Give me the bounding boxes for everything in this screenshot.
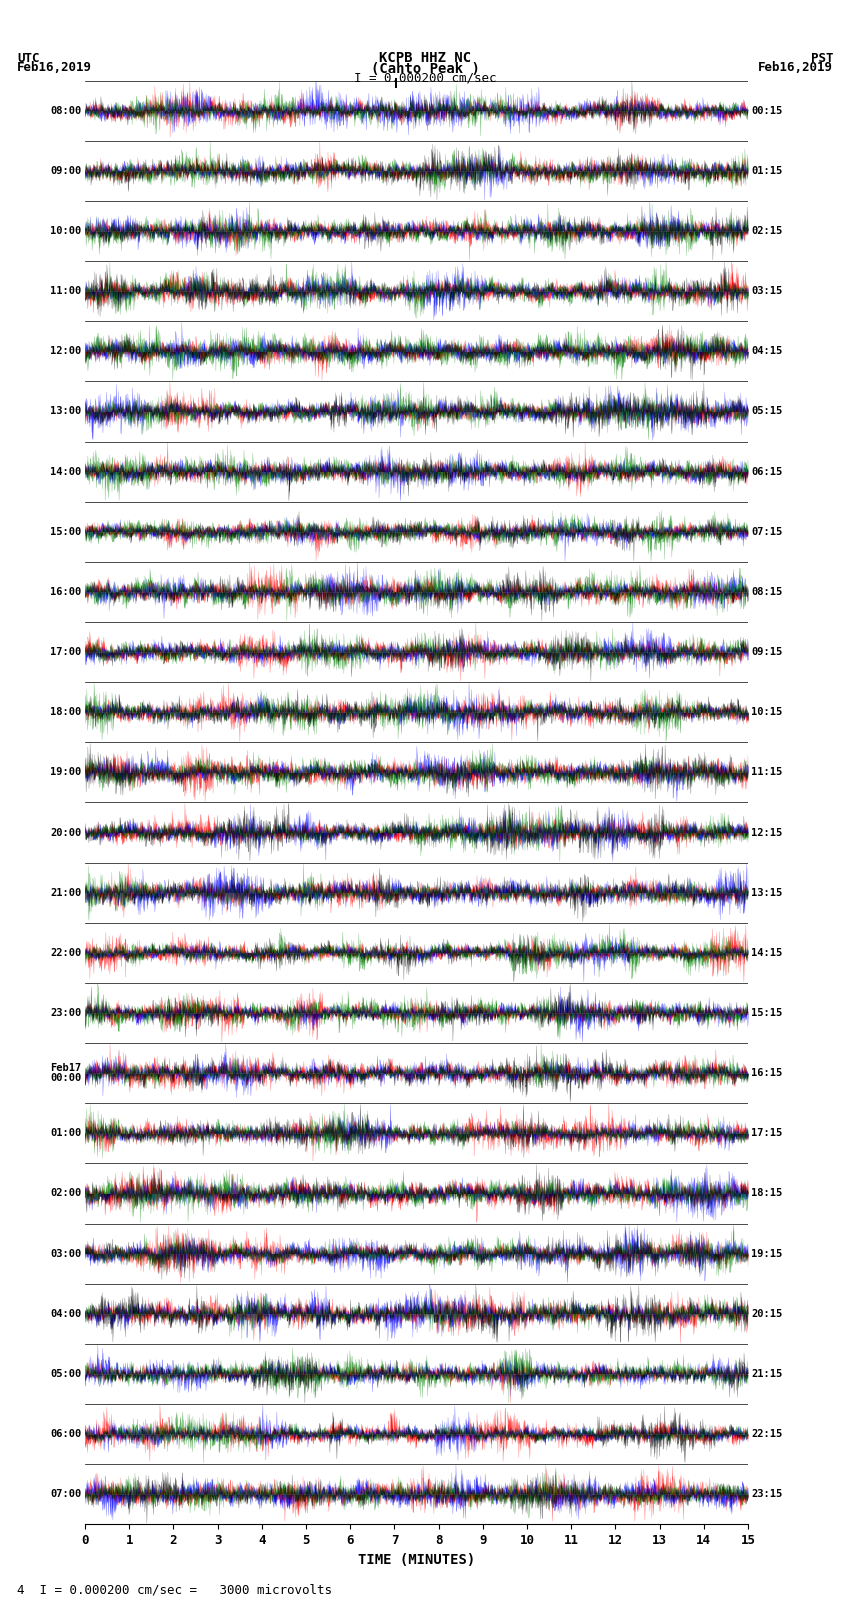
Text: UTC: UTC	[17, 52, 39, 65]
Text: 17:15: 17:15	[751, 1129, 783, 1139]
Text: 18:15: 18:15	[751, 1189, 783, 1198]
Text: 06:15: 06:15	[751, 466, 783, 476]
Text: 08:15: 08:15	[751, 587, 783, 597]
Text: 05:15: 05:15	[751, 406, 783, 416]
Text: 12:00: 12:00	[50, 347, 82, 356]
Text: KCPB HHZ NC: KCPB HHZ NC	[379, 52, 471, 65]
Text: 08:00: 08:00	[50, 106, 82, 116]
Text: Feb17
00:00: Feb17 00:00	[50, 1063, 82, 1084]
Text: 14:15: 14:15	[751, 948, 783, 958]
Text: 11:00: 11:00	[50, 286, 82, 297]
Text: 13:00: 13:00	[50, 406, 82, 416]
Text: 15:00: 15:00	[50, 527, 82, 537]
Text: 13:15: 13:15	[751, 887, 783, 898]
Text: 19:15: 19:15	[751, 1248, 783, 1258]
Text: 16:00: 16:00	[50, 587, 82, 597]
X-axis label: TIME (MINUTES): TIME (MINUTES)	[358, 1553, 475, 1566]
Text: 22:00: 22:00	[50, 948, 82, 958]
Text: 07:15: 07:15	[751, 527, 783, 537]
Text: 05:00: 05:00	[50, 1369, 82, 1379]
Text: 00:15: 00:15	[751, 106, 783, 116]
Text: Feb16,2019: Feb16,2019	[17, 61, 92, 74]
Text: 17:00: 17:00	[50, 647, 82, 656]
Text: 01:00: 01:00	[50, 1129, 82, 1139]
Text: 12:15: 12:15	[751, 827, 783, 837]
Text: 09:00: 09:00	[50, 166, 82, 176]
Text: 09:15: 09:15	[751, 647, 783, 656]
Text: 19:00: 19:00	[50, 768, 82, 777]
Text: 22:15: 22:15	[751, 1429, 783, 1439]
Text: 02:15: 02:15	[751, 226, 783, 235]
Text: 4  I = 0.000200 cm/sec =   3000 microvolts: 4 I = 0.000200 cm/sec = 3000 microvolts	[17, 1584, 332, 1597]
Text: 15:15: 15:15	[751, 1008, 783, 1018]
Text: 18:00: 18:00	[50, 706, 82, 718]
Text: 04:15: 04:15	[751, 347, 783, 356]
Text: 21:00: 21:00	[50, 887, 82, 898]
Text: 06:00: 06:00	[50, 1429, 82, 1439]
Text: 23:00: 23:00	[50, 1008, 82, 1018]
Text: 20:00: 20:00	[50, 827, 82, 837]
Text: 02:00: 02:00	[50, 1189, 82, 1198]
Text: 01:15: 01:15	[751, 166, 783, 176]
Text: 04:00: 04:00	[50, 1308, 82, 1319]
Text: 10:00: 10:00	[50, 226, 82, 235]
Text: 03:15: 03:15	[751, 286, 783, 297]
Text: 11:15: 11:15	[751, 768, 783, 777]
Text: 23:15: 23:15	[751, 1489, 783, 1498]
Text: 20:15: 20:15	[751, 1308, 783, 1319]
Text: 10:15: 10:15	[751, 706, 783, 718]
Text: Feb16,2019: Feb16,2019	[758, 61, 833, 74]
Text: PST: PST	[811, 52, 833, 65]
Text: I = 0.000200 cm/sec: I = 0.000200 cm/sec	[354, 71, 496, 84]
Text: 21:15: 21:15	[751, 1369, 783, 1379]
Text: 14:00: 14:00	[50, 466, 82, 476]
Text: 16:15: 16:15	[751, 1068, 783, 1077]
Text: 03:00: 03:00	[50, 1248, 82, 1258]
Text: (Cahto Peak ): (Cahto Peak )	[371, 61, 479, 76]
Text: 07:00: 07:00	[50, 1489, 82, 1498]
